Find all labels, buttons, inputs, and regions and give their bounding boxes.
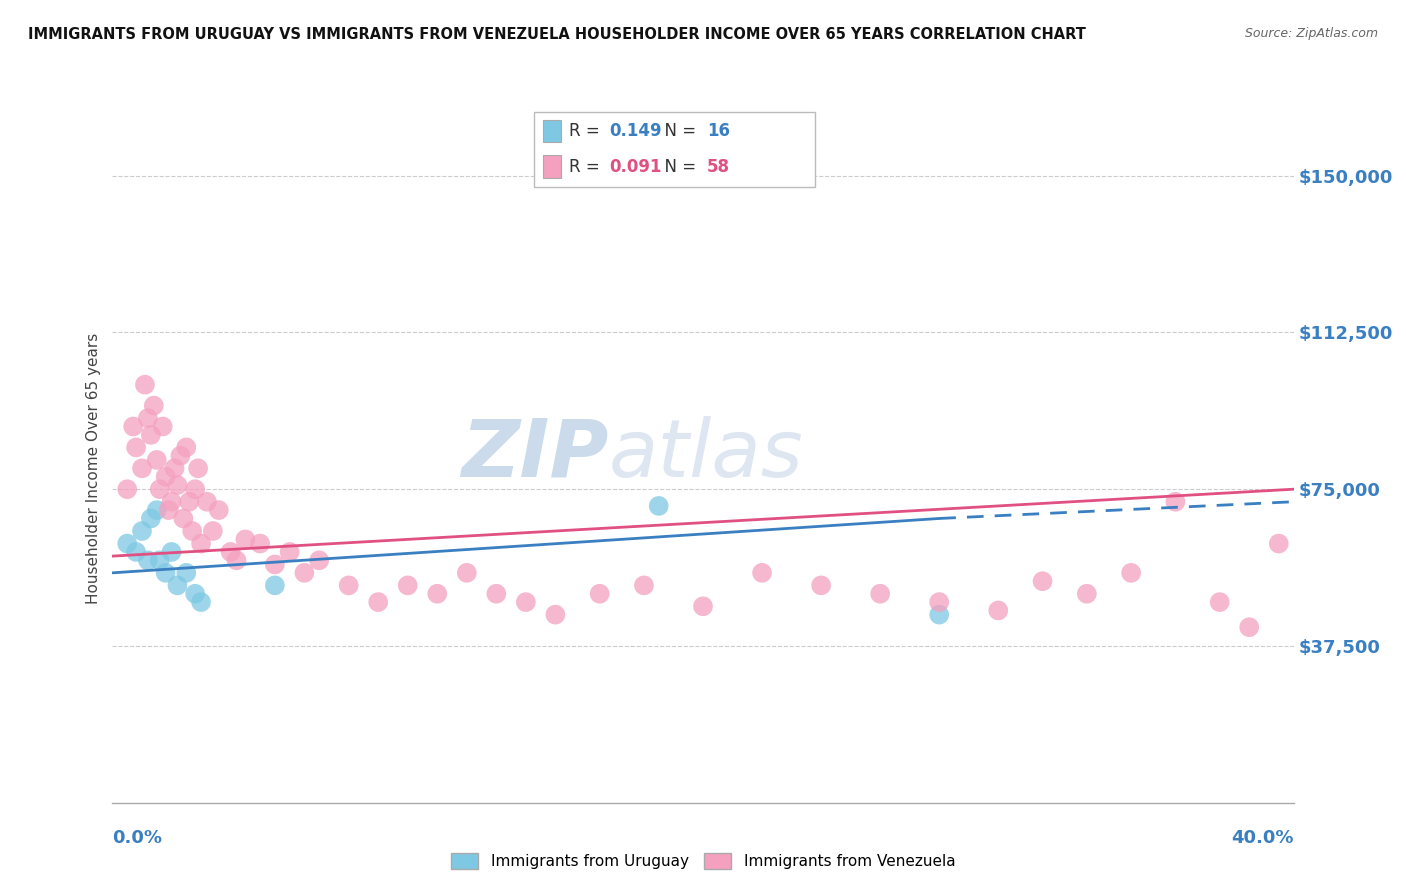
Point — [1268, 536, 1291, 550]
Point — [149, 553, 172, 567]
Text: R =: R = — [569, 158, 606, 176]
Point — [1164, 494, 1187, 508]
Point — [751, 566, 773, 580]
Point — [174, 566, 197, 580]
Point — [190, 536, 212, 550]
Point — [1076, 587, 1098, 601]
Text: IMMIGRANTS FROM URUGUAY VS IMMIGRANTS FROM VENEZUELA HOUSEHOLDER INCOME OVER 65 : IMMIGRANTS FROM URUGUAY VS IMMIGRANTS FR… — [28, 27, 1085, 42]
Point — [125, 441, 148, 455]
Point — [426, 587, 449, 601]
Point — [588, 587, 610, 601]
Point — [146, 453, 169, 467]
Point — [278, 545, 301, 559]
Point — [160, 494, 183, 508]
Point — [146, 503, 169, 517]
Point — [233, 533, 256, 547]
Point — [292, 566, 315, 580]
Y-axis label: Householder Income Over 65 years: Householder Income Over 65 years — [86, 333, 101, 604]
Text: 58: 58 — [707, 158, 730, 176]
Point — [692, 599, 714, 614]
Point — [142, 399, 165, 413]
Point — [181, 524, 204, 538]
Point — [515, 595, 537, 609]
Point — [249, 536, 271, 550]
Text: 0.091: 0.091 — [609, 158, 661, 176]
Point — [122, 419, 145, 434]
Text: ZIP: ZIP — [461, 416, 609, 494]
Point — [149, 482, 172, 496]
Point — [179, 494, 201, 508]
Text: 0.149: 0.149 — [609, 122, 661, 140]
Text: N =: N = — [654, 122, 702, 140]
Point — [139, 428, 162, 442]
Point — [456, 566, 478, 580]
Point — [163, 461, 186, 475]
Text: R =: R = — [569, 122, 606, 140]
Point — [195, 494, 218, 508]
Point — [152, 419, 174, 434]
Point — [1239, 620, 1261, 634]
Point — [125, 545, 148, 559]
Text: 40.0%: 40.0% — [1232, 829, 1294, 847]
Point — [987, 603, 1010, 617]
Point — [166, 578, 188, 592]
Point — [208, 503, 231, 517]
Point — [367, 595, 389, 609]
Point — [201, 524, 224, 538]
Point — [184, 482, 207, 496]
Point — [117, 482, 138, 496]
Point — [264, 578, 287, 592]
Point — [117, 536, 138, 550]
Point — [134, 377, 156, 392]
Point — [308, 553, 330, 567]
Point — [869, 587, 891, 601]
Point — [396, 578, 419, 592]
Text: N =: N = — [654, 158, 702, 176]
Point — [136, 411, 159, 425]
Point — [225, 553, 247, 567]
Point — [155, 566, 177, 580]
Point — [184, 587, 207, 601]
Point — [174, 441, 197, 455]
Point — [928, 595, 950, 609]
Point — [172, 511, 194, 525]
Text: 16: 16 — [707, 122, 730, 140]
Point — [485, 587, 508, 601]
Point — [1119, 566, 1142, 580]
Point — [139, 511, 162, 525]
Point — [157, 503, 180, 517]
Point — [166, 478, 188, 492]
Point — [160, 545, 183, 559]
Point — [544, 607, 567, 622]
Legend: Immigrants from Uruguay, Immigrants from Venezuela: Immigrants from Uruguay, Immigrants from… — [444, 847, 962, 875]
Point — [169, 449, 191, 463]
Text: atlas: atlas — [609, 416, 803, 494]
Point — [219, 545, 242, 559]
Point — [131, 524, 153, 538]
Point — [1032, 574, 1054, 589]
Point — [337, 578, 360, 592]
Point — [647, 499, 671, 513]
Text: Source: ZipAtlas.com: Source: ZipAtlas.com — [1244, 27, 1378, 40]
Point — [810, 578, 832, 592]
Point — [1208, 595, 1232, 609]
Point — [136, 553, 159, 567]
Point — [131, 461, 153, 475]
Point — [264, 558, 287, 572]
Point — [187, 461, 209, 475]
Point — [633, 578, 655, 592]
Point — [155, 469, 177, 483]
Point — [190, 595, 212, 609]
Point — [928, 607, 950, 622]
Text: 0.0%: 0.0% — [112, 829, 163, 847]
